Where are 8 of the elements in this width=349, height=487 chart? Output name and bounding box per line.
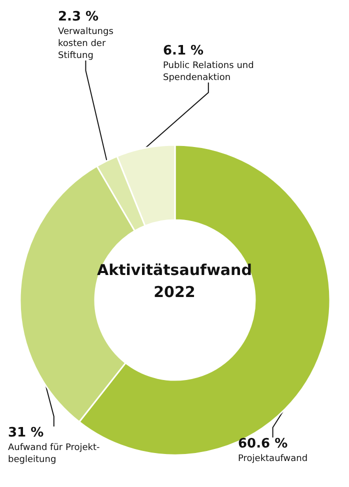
- slice-label: Projektaufwand: [238, 454, 308, 464]
- slice-label: Verwaltungs kosten der Stiftung: [58, 27, 114, 61]
- slice-label: Aufwand für Projekt- begleitung: [8, 443, 100, 465]
- slice-label: Public Relations und Spendenaktion: [163, 61, 254, 83]
- data-label: 2.3 %: [58, 10, 99, 24]
- data-label: 60.6 %: [238, 436, 288, 452]
- data-label: 6.1 %: [163, 44, 204, 58]
- data-label: 31 %: [8, 426, 44, 440]
